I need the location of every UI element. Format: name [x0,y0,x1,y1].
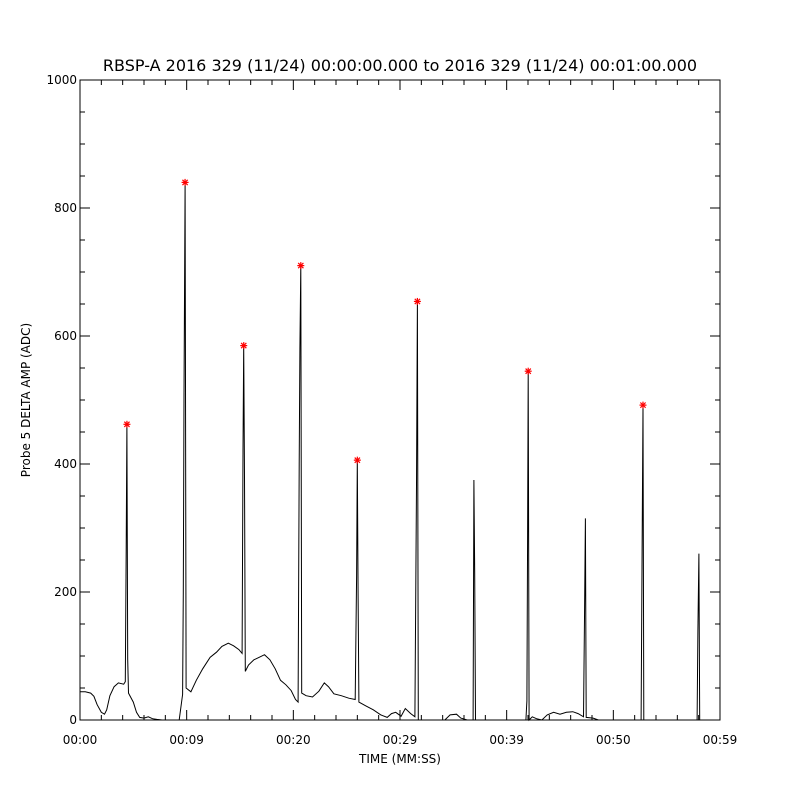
y-tick-label: 1000 [46,73,77,87]
axis-ticks [79,79,721,721]
peak-marker [240,342,248,350]
peak-marker [353,456,361,464]
x-tick-label: 00:59 [703,733,738,747]
tick-labels: 00:00 00:09 00:20 00:29 00:39 00:50 00:59 0 200 4… [46,73,737,747]
x-tick-label: 00:39 [489,733,524,747]
peak-markers [123,178,647,464]
peak-marker [123,420,131,428]
y-tick-label: 0 [69,713,77,727]
peak-marker [413,297,421,305]
peak-marker [524,367,532,375]
series-layer [80,182,703,722]
x-tick-label: 00:20 [276,733,311,747]
x-tick-label: 00:09 [169,733,204,747]
y-tick-label: 400 [54,457,77,471]
peak-marker [639,401,647,409]
plot-frame [79,79,721,721]
x-tick-label: 00:29 [383,733,418,747]
y-axis-label: Probe 5 DELTA AMP (ADC) [19,323,33,477]
chart-title: RBSP-A 2016 329 (11/24) 00:00:00.000 to … [103,56,697,75]
x-tick-label: 00:00 [63,733,98,747]
x-tick-label: 00:50 [596,733,631,747]
y-tick-label: 800 [54,201,77,215]
series-line [80,182,703,722]
peak-marker [297,262,305,270]
x-axis-label: TIME (MM:SS) [358,752,441,766]
y-tick-label: 600 [54,329,77,343]
peak-marker [181,178,189,186]
y-tick-label: 200 [54,585,77,599]
